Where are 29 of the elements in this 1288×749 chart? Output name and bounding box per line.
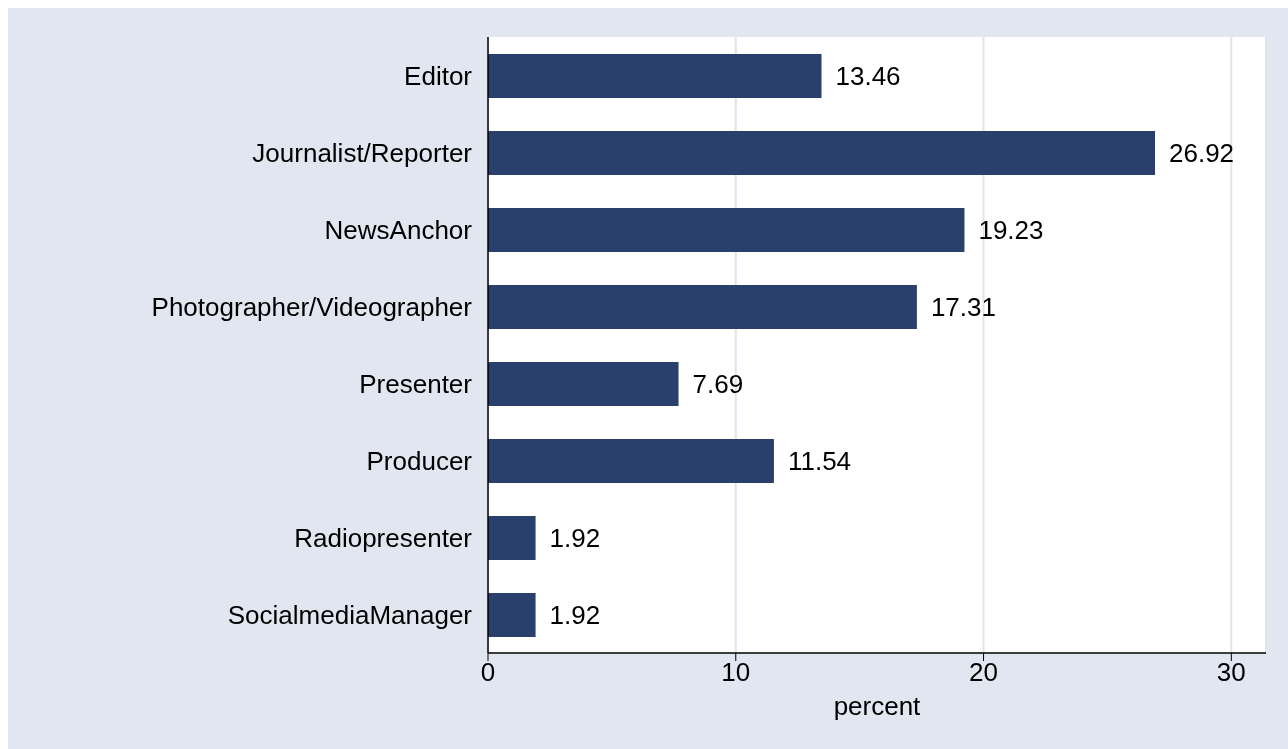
bar [488,285,917,329]
bar [488,362,679,406]
bar [488,54,822,98]
x-tick-label: 20 [969,657,998,688]
data-label: 1.92 [549,523,601,554]
x-tick-label: 10 [721,657,751,688]
x-axis-title: percent [833,691,922,722]
y-tick-label: NewsAnchor [324,214,473,245]
bar [488,439,774,483]
bar [488,593,536,637]
data-label: 13.46 [835,61,901,92]
bar [488,208,965,252]
y-tick-label: Radiopresenter [294,522,473,553]
data-label: 7.69 [692,369,744,400]
data-label: 26.92 [1169,138,1235,169]
x-tick-label: 30 [1216,657,1246,688]
y-tick-label: Photographer/Videographer [151,291,473,322]
x-tick-label: 0 [480,657,496,688]
y-tick-label: Journalist/Reporter [252,137,473,168]
y-tick-label: Editor [404,60,473,91]
data-label: 1.92 [549,600,601,631]
bar [488,516,536,560]
y-tick-label: SocialmediaManager [227,599,473,630]
data-label: 17.31 [930,292,996,323]
data-label: 19.23 [978,215,1044,246]
y-tick-label: Presenter [359,368,473,399]
data-label: 11.54 [787,446,852,477]
y-tick-label: Producer [366,445,473,476]
bar [488,131,1155,175]
